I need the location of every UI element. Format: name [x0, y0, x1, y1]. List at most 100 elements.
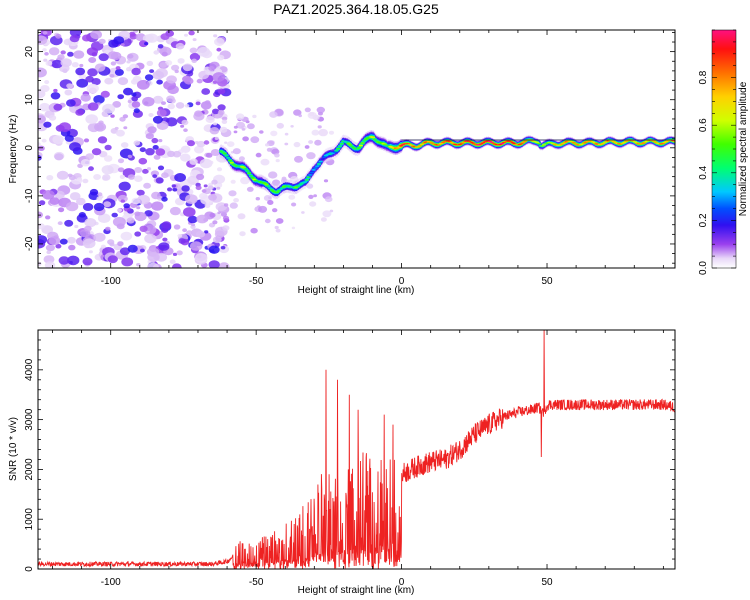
ridge-cell: [522, 140, 528, 142]
noise-blob: [44, 80, 50, 85]
noise-blob: [186, 230, 193, 236]
noise-blob: [271, 148, 280, 155]
ridge-cell: [540, 145, 545, 147]
ridge-cell: [632, 141, 638, 143]
colorbar-label: Normalized spectral amplitude: [738, 81, 749, 216]
noise-blob: [88, 250, 93, 254]
noise-blob: [138, 157, 148, 165]
noise-blob: [236, 121, 245, 129]
noise-blob: [93, 232, 106, 242]
ridge-cell: [592, 142, 597, 144]
noise-blob: [147, 167, 151, 171]
noise-blob: [208, 245, 220, 254]
noise-blob: [82, 203, 94, 211]
ridge-cell: [370, 136, 376, 139]
ridge-cell: [611, 141, 617, 143]
ridge-cell: [247, 172, 252, 175]
noise-blob: [82, 238, 96, 249]
noise-blob: [258, 205, 268, 213]
noise-blob: [242, 136, 249, 142]
noise-blob: [275, 159, 280, 163]
noise-blob: [174, 173, 187, 182]
ridge-cell: [543, 143, 549, 145]
noise-blob: [149, 69, 155, 73]
noise-blob: [121, 257, 134, 267]
noise-blob: [157, 165, 165, 171]
noise-blob: [311, 129, 320, 136]
noise-blob: [158, 242, 170, 251]
ridge-cell: [671, 140, 675, 142]
noise-blob: [79, 63, 84, 68]
noise-blob: [145, 148, 155, 156]
noise-blob: [105, 226, 111, 231]
noise-blob: [123, 87, 133, 96]
ridge-cell: [601, 142, 606, 144]
noise-blob: [131, 67, 141, 76]
noise-blob: [255, 152, 262, 158]
noise-blob: [233, 130, 238, 134]
noise-blob: [94, 63, 106, 72]
noise-blob: [275, 218, 284, 224]
noise-blob: [228, 190, 237, 197]
noise-blob: [205, 152, 213, 158]
noise-blob: [197, 46, 211, 57]
noise-blob: [67, 173, 73, 178]
noise-blob: [85, 75, 94, 83]
noise-blob: [284, 132, 289, 136]
noise-blob: [69, 192, 81, 201]
ridge-cell: [491, 142, 496, 144]
noise-blob: [154, 96, 162, 103]
noise-blob: [165, 117, 178, 127]
noise-blob: [196, 78, 203, 84]
noise-blob: [77, 163, 83, 168]
noise-blob: [183, 128, 188, 132]
ridge-cell: [245, 169, 250, 172]
noise-blob: [158, 139, 163, 143]
noise-blob: [152, 174, 158, 179]
noise-blob: [40, 85, 50, 93]
noise-blob: [46, 250, 51, 255]
noise-blob: [52, 135, 64, 145]
y-tick-label: 0: [24, 145, 35, 151]
noise-blob: [78, 212, 86, 218]
noise-blob: [122, 114, 129, 119]
noise-blob: [259, 130, 264, 134]
ridge-cell: [383, 143, 388, 146]
noise-blob: [195, 230, 206, 238]
noise-blob: [180, 153, 191, 162]
noise-blob: [102, 174, 111, 181]
noise-blob: [185, 194, 198, 205]
noise-blob: [174, 69, 179, 74]
ridge-cell: [241, 166, 247, 169]
noise-blob: [221, 119, 228, 125]
noise-blob: [126, 67, 132, 72]
noise-blob: [264, 218, 271, 224]
noise-blob: [176, 250, 183, 256]
ridge-cell: [227, 159, 233, 162]
noise-blob: [194, 110, 203, 117]
noise-blob: [161, 221, 172, 229]
noise-blob: [239, 231, 246, 237]
noise-blob: [123, 126, 128, 130]
snr-ylabel: SNR (10 * v/v): [8, 417, 19, 481]
y-tick-label: 1000: [24, 508, 35, 531]
noise-blob: [73, 50, 85, 59]
noise-blob: [210, 149, 220, 156]
ridge-cell: [508, 141, 514, 143]
noise-blob: [44, 52, 49, 56]
noise-blob: [131, 96, 138, 102]
snr-xlabel: Height of straight line (km): [298, 585, 415, 596]
noise-blob: [219, 126, 228, 133]
noise-blob: [43, 58, 48, 62]
ridge-cell: [440, 142, 446, 144]
noise-blob: [291, 202, 297, 207]
ridge-cell: [372, 138, 377, 141]
noise-blob: [304, 107, 311, 113]
noise-blob: [152, 145, 159, 150]
noise-blob: [102, 103, 116, 114]
ridge-cell: [250, 176, 255, 179]
ridge-cell: [501, 141, 507, 144]
noise-blob: [111, 212, 118, 218]
noise-blob: [232, 148, 241, 155]
noise-blob: [328, 130, 335, 135]
